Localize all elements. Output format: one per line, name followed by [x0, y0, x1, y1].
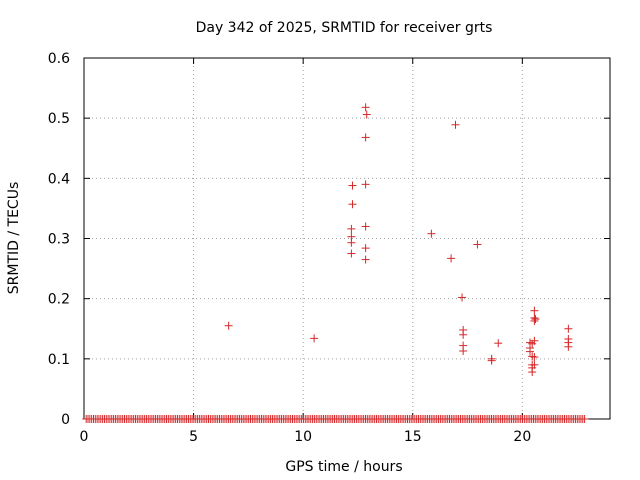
y-axis-label: SRMTID / TECUs — [6, 182, 22, 295]
x-tick-label: 0 — [80, 429, 89, 445]
data-point — [528, 352, 537, 361]
data-point — [224, 321, 233, 330]
data-point — [427, 229, 436, 238]
zero-point — [580, 415, 589, 423]
data-point — [458, 293, 467, 302]
y-tick-labels: 0 0.1 0.2 0.3 0.4 0.5 0.6 — [48, 51, 70, 428]
y-tick-label: 0.2 — [48, 292, 70, 308]
y-tick-label: 0.6 — [48, 51, 70, 67]
y-tick-label: 0.3 — [48, 232, 70, 248]
data-point — [526, 347, 535, 356]
x-tick-label: 10 — [294, 429, 312, 445]
y-tick-label: 0.5 — [48, 111, 70, 127]
data-point — [310, 334, 319, 343]
data-point — [530, 353, 539, 362]
data-point — [530, 360, 539, 369]
data-point — [361, 255, 370, 264]
data-point — [494, 339, 503, 348]
data-point — [348, 181, 357, 190]
data-point — [447, 254, 456, 263]
x-tick-labels: 0 5 10 15 20 — [80, 429, 532, 445]
y-tick-label: 0.4 — [48, 171, 70, 187]
data-point — [361, 244, 370, 253]
data-point — [347, 238, 356, 247]
y-tick-label: 0.1 — [48, 352, 70, 368]
data-point — [347, 249, 356, 258]
data-point — [473, 240, 482, 249]
data-point — [459, 330, 468, 339]
y-tick-label: 0 — [61, 412, 70, 428]
x-tick-label: 20 — [513, 429, 531, 445]
data-point — [530, 316, 539, 325]
data-point — [451, 120, 460, 129]
chart-title: Day 342 of 2025, SRMTID for receiver grt… — [196, 20, 493, 36]
data-point — [361, 133, 370, 142]
data-point — [530, 306, 539, 315]
data-point — [528, 368, 537, 377]
data-point — [487, 356, 496, 365]
x-tick-label: 15 — [404, 429, 422, 445]
data-point — [348, 200, 357, 209]
x-tick-label: 5 — [189, 429, 198, 445]
data-point — [459, 347, 468, 356]
data-point — [564, 342, 573, 351]
data-point — [361, 103, 370, 112]
data-point — [564, 324, 573, 333]
grid-lines — [84, 58, 610, 419]
data-point — [362, 110, 371, 119]
data-point — [361, 180, 370, 189]
zero-value-markers — [82, 415, 589, 423]
data-point — [361, 222, 370, 231]
data-point — [530, 336, 539, 345]
data-point — [531, 315, 540, 324]
x-axis-label: GPS time / hours — [285, 459, 402, 475]
data-points — [224, 103, 573, 377]
data-point — [347, 224, 356, 233]
